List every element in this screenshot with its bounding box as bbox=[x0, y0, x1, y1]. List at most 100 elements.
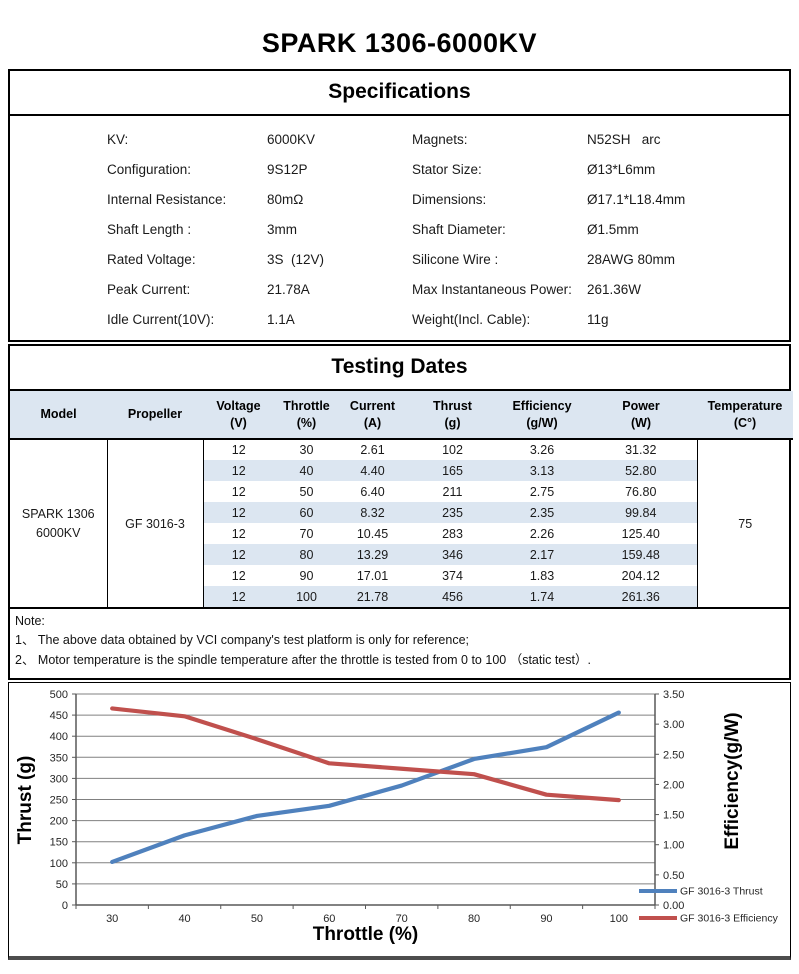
column-header: Current (A) bbox=[339, 391, 406, 440]
table-cell: 2.75 bbox=[529, 484, 555, 499]
table-cell: 346 bbox=[406, 544, 499, 565]
column-header: Voltage (V) bbox=[203, 391, 274, 440]
series-line bbox=[110, 706, 621, 803]
spec-label: Weight(Incl. Cable): bbox=[412, 311, 531, 327]
table-cell: 60 bbox=[274, 502, 339, 523]
spec-value: 6000KV bbox=[267, 131, 316, 147]
table-cell: 100 bbox=[274, 586, 339, 607]
table-row: 12 50 6.40 211 2.75 76.80 bbox=[10, 481, 793, 502]
right-axis-tick: 2.00 bbox=[663, 780, 684, 792]
table-cell: 204.12 bbox=[621, 568, 660, 583]
table-cell: 70 bbox=[299, 526, 314, 541]
table-cell: 50 bbox=[299, 484, 314, 499]
table-cell: 235 bbox=[406, 502, 499, 523]
model-cell: SPARK 1306 6000KV bbox=[10, 439, 108, 607]
table-cell: 125.40 bbox=[621, 526, 660, 541]
legend-label: GF 3016-3 Thrust bbox=[680, 886, 763, 898]
left-axis-tick: 400 bbox=[50, 731, 68, 743]
right-axis-title: Efficiency(g/W) bbox=[722, 713, 743, 850]
testing-section: Testing Dates Model Propeller Voltage (V) Th… bbox=[8, 344, 793, 681]
table-cell: 76.80 bbox=[625, 484, 657, 499]
temperature-cell: 75 bbox=[696, 439, 793, 607]
right-axis-tick: 0.50 bbox=[663, 870, 684, 882]
page-title: SPARK 1306-6000KV bbox=[261, 28, 538, 58]
note-line: 2、 Motor temperature is the spindle temp… bbox=[15, 652, 591, 667]
table-cell: 261.36 bbox=[585, 586, 697, 607]
spec-label: Internal Resistance: bbox=[107, 191, 227, 207]
column-header: Efficiency (g/W) bbox=[499, 391, 585, 440]
series-line bbox=[110, 710, 621, 865]
spec-value: 3mm bbox=[267, 221, 297, 237]
table-cell: 456 bbox=[406, 586, 499, 607]
left-axis-tick: 150 bbox=[50, 837, 68, 849]
table-cell: 283 bbox=[442, 526, 463, 541]
table-cell: 12 bbox=[203, 544, 274, 565]
left-axis-tick: 250 bbox=[50, 795, 68, 807]
right-axis-tick: 1.50 bbox=[663, 810, 684, 822]
spec-value: 80mΩ bbox=[267, 191, 304, 207]
table-cell: 40 bbox=[274, 460, 339, 481]
table-cell: 2.35 bbox=[499, 502, 585, 523]
table-row: 12 40 4.40 165 3.13 52.80 bbox=[10, 460, 793, 481]
table-cell: 2.17 bbox=[499, 544, 585, 565]
left-axis-tick: 0 bbox=[62, 900, 68, 912]
table-cell: 12 bbox=[231, 484, 246, 499]
specifications-header: Specifications bbox=[10, 71, 789, 116]
table-cell: 2.61 bbox=[360, 443, 385, 457]
legend-label: GF 3016-3 Efficiency bbox=[680, 913, 779, 925]
spec-grid: KV: 6000KV Magnets: N52SH arc Configuration:… bbox=[10, 116, 789, 340]
x-axis-tick: 90 bbox=[540, 913, 552, 925]
table-cell: 80 bbox=[274, 544, 339, 565]
spec-label: Magnets: bbox=[412, 131, 468, 147]
left-axis-tick: 300 bbox=[50, 774, 68, 786]
table-row: SPARK 1306 6000KV GF 3016-3 12 30 2.61 102 3.26… bbox=[10, 439, 793, 607]
table-cell: 2.26 bbox=[529, 526, 555, 541]
table-cell: 13.29 bbox=[339, 544, 406, 565]
testing-table: Model Propeller Voltage (V) Throttle (%) Curre… bbox=[10, 391, 793, 607]
left-axis-tick: 500 bbox=[50, 689, 68, 701]
spec-value: Ø17.1*L18.4mm bbox=[587, 191, 686, 207]
table-cell: 4.40 bbox=[339, 460, 406, 481]
left-axis-tick: 50 bbox=[56, 879, 68, 891]
spec-value: 28AWG 80mm bbox=[587, 251, 676, 267]
x-axis-title: Throttle (%) bbox=[313, 924, 419, 945]
spec-label: Shaft Length : bbox=[107, 221, 192, 237]
spec-value: 21.78A bbox=[267, 281, 310, 297]
plot-area: 0 50 100 150 200 250 300 350 400 450 500 0.00 0.50 1.… bbox=[50, 689, 685, 925]
note-title: Note: bbox=[15, 614, 45, 628]
spec-label: Max Instantaneous Power: bbox=[412, 281, 572, 297]
table-cell: 10.45 bbox=[356, 526, 389, 541]
table-row: 12 100 21.78 456 1.74 261.36 bbox=[10, 586, 793, 607]
legend-item: GF 3016-3 Thrust bbox=[639, 886, 763, 898]
table-cell: 8.32 bbox=[339, 502, 406, 523]
table-cell: 3.13 bbox=[499, 460, 585, 481]
x-axis-tick: 40 bbox=[178, 913, 190, 925]
table-cell: 12 bbox=[203, 502, 274, 523]
spec-value: N52SH arc bbox=[587, 131, 661, 147]
table-row: 12 60 8.32 235 2.35 99.84 bbox=[10, 502, 793, 523]
table-cell: 159.48 bbox=[585, 544, 697, 565]
spec-value: 3S (12V) bbox=[267, 251, 325, 267]
left-axis-tick: 350 bbox=[50, 752, 68, 764]
chart-section: 0 50 100 150 200 250 300 350 400 450 500 0.00 0.50 1.… bbox=[8, 682, 791, 961]
spec-label: Stator Size: bbox=[412, 161, 482, 177]
spec-label: Shaft Diameter: bbox=[412, 221, 506, 237]
column-header: Propeller bbox=[107, 391, 203, 440]
spec-label: Idle Current(10V): bbox=[107, 311, 215, 327]
table-cell: 1.74 bbox=[499, 586, 585, 607]
table-cell: 90 bbox=[299, 568, 314, 583]
table-cell: 31.32 bbox=[625, 443, 657, 457]
column-header: Power (W) bbox=[585, 391, 697, 440]
legend-item: GF 3016-3 Efficiency bbox=[639, 913, 779, 925]
x-axis-tick: 70 bbox=[396, 913, 408, 925]
right-axis-tick: 1.00 bbox=[663, 840, 684, 852]
spec-label: Configuration: bbox=[107, 161, 192, 177]
note-line: 1、 The above data obtained by VCI compan… bbox=[15, 633, 470, 648]
column-header: Temperature (C°) bbox=[697, 391, 793, 440]
spec-value: Ø13*L6mm bbox=[587, 161, 656, 177]
left-axis-title: Thrust (g) bbox=[15, 756, 36, 845]
spec-value: 9S12P bbox=[267, 161, 308, 177]
table-cell: 165 bbox=[406, 460, 499, 481]
right-axis-tick: 0.00 bbox=[663, 900, 684, 912]
